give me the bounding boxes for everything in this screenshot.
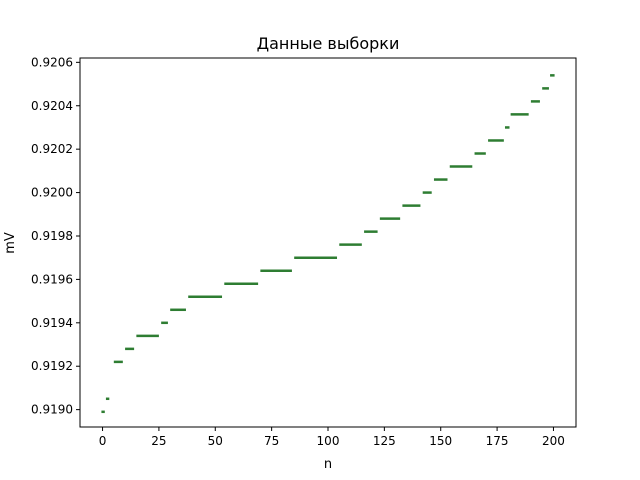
x-tick-label: 175 [486, 434, 509, 448]
chart-title: Данные выборки [257, 34, 400, 53]
x-tick-label: 200 [542, 434, 565, 448]
x-tick-label: 75 [264, 434, 279, 448]
x-tick-label: 25 [151, 434, 166, 448]
y-tick-label: 0.9202 [31, 142, 73, 156]
x-tick-label: 50 [208, 434, 223, 448]
y-axis-label: mV [3, 232, 18, 254]
y-axis: 0.9190 0.9192 0.9194 0.9196 0.9198 0.9200 0.92… [31, 55, 80, 417]
y-tick-label: 0.9200 [31, 186, 73, 200]
y-tick-label: 0.9194 [31, 316, 73, 330]
x-axis: 0 25 50 75 100 125 150 175 200 [99, 427, 565, 448]
x-tick-label: 150 [429, 434, 452, 448]
y-tick-label: 0.9204 [31, 99, 73, 113]
y-tick-label: 0.9192 [31, 359, 73, 373]
y-tick-label: 0.9198 [31, 229, 73, 243]
y-tick-label: 0.9190 [31, 403, 73, 417]
y-tick-label: 0.9206 [31, 55, 73, 69]
y-tick-label: 0.9196 [31, 272, 73, 286]
x-tick-label: 100 [317, 434, 340, 448]
x-tick-label: 0 [99, 434, 107, 448]
x-tick-label: 125 [373, 434, 396, 448]
x-axis-label: n [324, 457, 332, 472]
